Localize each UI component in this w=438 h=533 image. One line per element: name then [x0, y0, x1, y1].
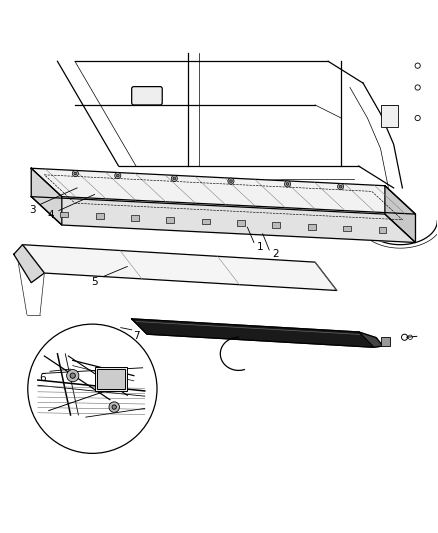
FancyBboxPatch shape: [132, 87, 162, 105]
Bar: [60, 212, 68, 217]
Bar: [272, 222, 280, 228]
Bar: [131, 215, 139, 221]
Polygon shape: [14, 245, 44, 282]
Polygon shape: [31, 197, 416, 243]
Bar: [97, 369, 125, 389]
Circle shape: [408, 335, 413, 340]
Circle shape: [228, 178, 234, 184]
Text: 6: 6: [39, 373, 46, 383]
Circle shape: [286, 183, 289, 185]
Polygon shape: [359, 332, 383, 348]
Circle shape: [112, 405, 117, 409]
Circle shape: [339, 185, 342, 188]
Circle shape: [115, 173, 121, 179]
Bar: [237, 221, 245, 226]
Polygon shape: [22, 245, 337, 290]
Circle shape: [338, 183, 344, 190]
Bar: [95, 213, 103, 219]
Circle shape: [109, 402, 120, 413]
Circle shape: [70, 373, 75, 378]
Circle shape: [230, 180, 232, 182]
Circle shape: [415, 63, 420, 68]
Text: 4: 4: [48, 210, 54, 220]
Circle shape: [72, 171, 78, 176]
Bar: [378, 228, 386, 233]
Bar: [308, 224, 316, 230]
Circle shape: [285, 181, 290, 187]
Bar: [343, 225, 351, 231]
Bar: [166, 217, 174, 223]
Circle shape: [415, 116, 420, 120]
Circle shape: [28, 324, 157, 454]
Text: 5: 5: [91, 277, 98, 287]
Text: 2: 2: [272, 249, 279, 259]
Polygon shape: [31, 168, 416, 214]
Circle shape: [173, 177, 176, 180]
Circle shape: [117, 174, 119, 177]
Text: 3: 3: [29, 205, 35, 215]
Circle shape: [171, 175, 177, 181]
Bar: [381, 105, 398, 127]
Polygon shape: [132, 319, 374, 348]
Circle shape: [67, 369, 79, 382]
Text: 7: 7: [133, 332, 139, 341]
Bar: [95, 367, 127, 391]
Circle shape: [74, 172, 77, 175]
Circle shape: [402, 334, 408, 340]
Bar: [202, 219, 210, 224]
Text: 1: 1: [257, 242, 264, 252]
Circle shape: [415, 85, 420, 90]
Polygon shape: [385, 185, 416, 243]
Polygon shape: [31, 168, 62, 225]
Bar: [381, 337, 390, 346]
